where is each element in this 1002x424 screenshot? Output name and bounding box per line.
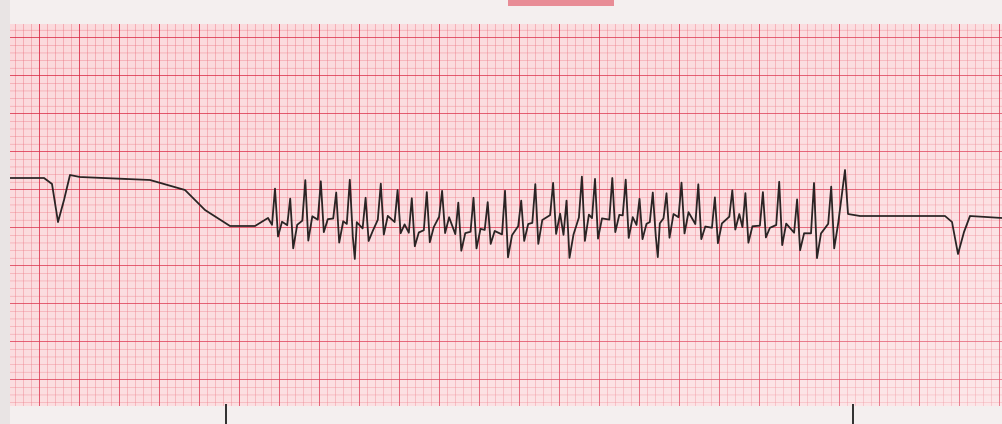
page: (() => { const pts = [[10,178],[44,178],…: [0, 0, 1002, 424]
top-mark: [508, 0, 614, 6]
left-edge: [0, 0, 10, 424]
ecg-strip: [0, 0, 1002, 424]
